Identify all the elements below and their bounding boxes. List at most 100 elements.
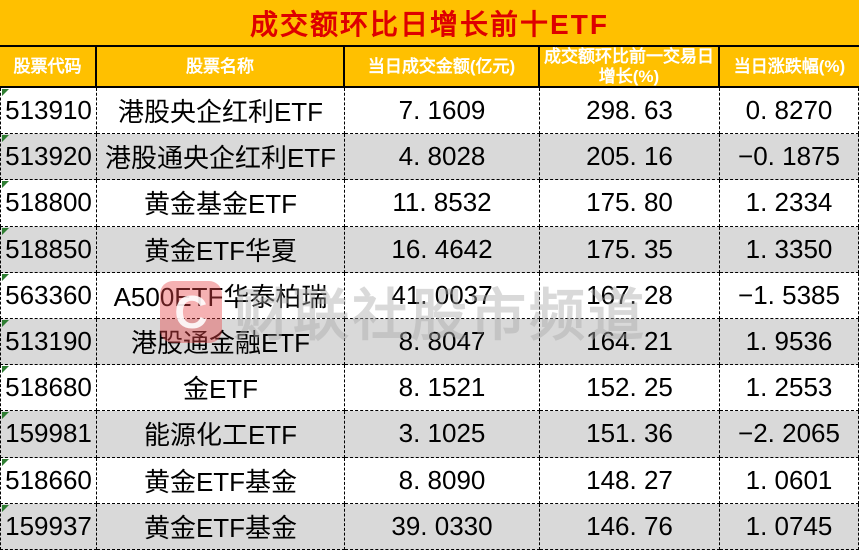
cell-growth-text: 152. 25 — [586, 372, 673, 403]
cell-stock-name-text: 黄金ETF基金 — [143, 466, 298, 497]
stored-as-text-indicator-icon — [2, 412, 9, 420]
cell-change-text: 0. 8270 — [745, 95, 833, 126]
cell-change[interactable]: 1. 0601 — [720, 457, 859, 504]
cell-turnover[interactable]: 11. 8532 — [345, 180, 540, 227]
stored-as-text-indicator-icon — [2, 366, 9, 374]
cell-stock-code[interactable]: 518850 — [0, 226, 97, 273]
cell-stock-code[interactable]: 513920 — [0, 134, 97, 181]
cell-turnover[interactable]: 3. 1025 — [345, 411, 540, 458]
cell-stock-code-text: 513920 — [5, 141, 92, 172]
header-cell-change[interactable]: 当日涨跌幅(%) — [733, 56, 846, 76]
cell-turnover[interactable]: 16. 4642 — [345, 226, 540, 273]
cell-stock-code[interactable]: 513190 — [0, 318, 97, 366]
cell-change-text: 1. 0601 — [745, 464, 833, 495]
header-cell-growth[interactable]: 成交额环比前一交易日增长(%) — [540, 47, 720, 86]
cell-change-text: −1. 5385 — [738, 279, 840, 310]
cell-turnover[interactable]: 4. 8028 — [345, 134, 540, 181]
cell-growth-text: 167. 28 — [586, 279, 673, 310]
cell-stock-code-text: 513910 — [5, 95, 92, 126]
cell-change-text: 1. 2334 — [745, 187, 833, 218]
cell-turnover-text: 8. 1521 — [398, 372, 486, 403]
table-title-bar[interactable]: 成交额环比日增长前十ETF — [0, 0, 859, 47]
cell-growth-text: 151. 36 — [586, 418, 673, 449]
cell-growth[interactable]: 175. 80 — [540, 180, 720, 227]
cell-stock-code-text: 518800 — [5, 187, 92, 218]
cell-turnover[interactable]: 8. 8047 — [345, 318, 540, 366]
table-body: 513910 港股央企红利ETF 7. 1609 298. 63 0. 8270 5139… — [0, 88, 859, 550]
cell-growth-text: 148. 27 — [586, 464, 673, 495]
cell-growth[interactable]: 164. 21 — [540, 318, 720, 366]
cell-change-text: −2. 2065 — [738, 418, 840, 449]
cell-growth[interactable]: 205. 16 — [540, 134, 720, 181]
cell-change[interactable]: −1. 5385 — [720, 272, 859, 319]
cell-change[interactable]: 1. 9536 — [720, 318, 859, 366]
cell-stock-name[interactable]: 港股央企红利ETF — [97, 88, 345, 135]
table-row: 563360 A500ETF华泰柏瑞 41. 0037 167. 28 −1. 5385 — [0, 272, 859, 319]
cell-turnover[interactable]: 39. 0330 — [345, 503, 540, 550]
cell-stock-code[interactable]: 518660 — [0, 457, 97, 504]
cell-change[interactable]: 1. 3350 — [720, 226, 859, 273]
cell-turnover-text: 8. 8090 — [398, 464, 486, 495]
cell-stock-name[interactable]: 黄金基金ETF — [97, 180, 345, 227]
table-row: 159981 能源化工ETF 3. 1025 151. 36 −2. 2065 — [0, 411, 859, 458]
cell-growth[interactable]: 151. 36 — [540, 411, 720, 458]
cell-stock-code[interactable]: 159981 — [0, 411, 97, 458]
header-cell-stock-name[interactable]: 股票名称 — [97, 47, 345, 86]
cell-growth[interactable]: 167. 28 — [540, 272, 720, 319]
stored-as-text-indicator-icon — [2, 458, 9, 466]
cell-stock-code[interactable]: 159937 — [0, 503, 97, 550]
cell-turnover[interactable]: 7. 1609 — [345, 88, 540, 135]
stored-as-text-indicator-icon — [2, 504, 9, 512]
cell-change[interactable]: 0. 8270 — [720, 88, 859, 135]
cell-growth[interactable]: 146. 76 — [540, 503, 720, 550]
table-title: 成交额环比日增长前十ETF — [250, 8, 609, 40]
cell-stock-name-text: 港股通央企红利ETF — [104, 143, 337, 174]
cell-stock-code-text: 159981 — [5, 418, 92, 449]
cell-stock-code[interactable]: 518680 — [0, 365, 97, 412]
cell-turnover[interactable]: 8. 8090 — [345, 457, 540, 504]
table-row: 513910 港股央企红利ETF 7. 1609 298. 63 0. 8270 — [0, 88, 859, 135]
cell-stock-name[interactable]: 港股通金融ETF — [97, 318, 345, 366]
cell-stock-name[interactable]: 黄金ETF基金 — [97, 503, 345, 550]
cell-stock-name-text: 港股通金融ETF — [130, 328, 311, 359]
cell-change-text: 1. 9536 — [745, 326, 833, 357]
cell-change[interactable]: 1. 2553 — [720, 365, 859, 412]
header-cell-turnover[interactable]: 当日成交金额(亿元) — [345, 47, 540, 86]
cell-change[interactable]: −0. 1875 — [720, 134, 859, 181]
cell-growth[interactable]: 148. 27 — [540, 457, 720, 504]
cell-stock-name[interactable]: 金ETF — [97, 365, 345, 412]
cell-stock-code-text: 159937 — [5, 510, 92, 541]
table-row: 513920 港股通央企红利ETF 4. 8028 205. 16 −0. 1875 — [0, 134, 859, 181]
cell-turnover[interactable]: 41. 0037 — [345, 272, 540, 319]
cell-turnover[interactable]: 8. 1521 — [345, 365, 540, 412]
cell-stock-name[interactable]: 能源化工ETF — [97, 411, 345, 458]
cell-stock-name-text: 黄金ETF基金 — [143, 512, 298, 543]
cell-stock-code[interactable]: 513910 — [0, 88, 97, 135]
cell-stock-name[interactable]: 黄金ETF华夏 — [97, 226, 345, 273]
cell-stock-name-text: A500ETF华泰柏瑞 — [113, 281, 328, 312]
table-row: 518850 黄金ETF华夏 16. 4642 175. 35 1. 3350 — [0, 226, 859, 273]
cell-change-text: 1. 0745 — [745, 510, 833, 541]
cell-growth[interactable]: 152. 25 — [540, 365, 720, 412]
header-cell-stock-code[interactable]: 股票代码 — [0, 47, 97, 86]
cell-stock-name[interactable]: 黄金ETF基金 — [97, 457, 345, 504]
cell-stock-name-text: 黄金ETF华夏 — [143, 235, 298, 266]
cell-stock-name[interactable]: 港股通央企红利ETF — [97, 134, 345, 181]
cell-growth[interactable]: 175. 35 — [540, 226, 720, 273]
cell-stock-code-text: 518850 — [5, 233, 92, 264]
cell-change[interactable]: 1. 2334 — [720, 180, 859, 227]
cell-stock-code-text: 518660 — [5, 464, 92, 495]
cell-stock-code-text: 518680 — [5, 372, 92, 403]
cell-stock-code[interactable]: 563360 — [0, 272, 97, 319]
cell-change[interactable]: 1. 0745 — [720, 503, 859, 550]
cell-growth[interactable]: 298. 63 — [540, 88, 720, 135]
cell-stock-name[interactable]: A500ETF华泰柏瑞 — [97, 272, 345, 319]
cell-change[interactable]: −2. 2065 — [720, 411, 859, 458]
cell-growth-text: 164. 21 — [586, 326, 673, 357]
cell-turnover-text: 8. 8047 — [398, 326, 486, 357]
table-header-row: 股票代码 股票名称 当日成交金额(亿元) 成交额环比前一交易日增长(%) 当日涨… — [0, 47, 859, 88]
cell-stock-code[interactable]: 518800 — [0, 180, 97, 227]
cell-change-text: 1. 2553 — [745, 372, 833, 403]
stored-as-text-indicator-icon — [2, 89, 9, 96]
table-row: 518800 黄金基金ETF 11. 8532 175. 80 1. 2334 — [0, 180, 859, 227]
